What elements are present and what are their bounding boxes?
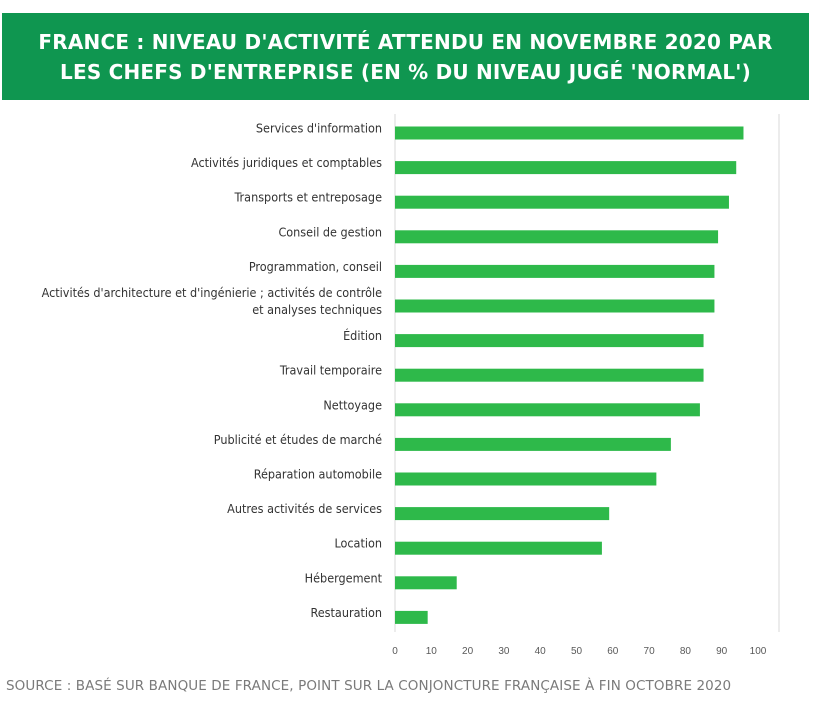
x-tick-label: 80 <box>680 646 692 657</box>
category-label: Activités juridiques et comptables <box>191 155 382 170</box>
bar <box>395 264 715 278</box>
category-label: Location <box>334 536 382 551</box>
bar <box>395 161 737 175</box>
x-tick-label: 40 <box>535 646 547 657</box>
bar <box>395 541 602 555</box>
bar <box>395 230 719 244</box>
chart-title-line-1: FRANCE : NIVEAU D'ACTIVITÉ ATTENDU EN NO… <box>38 29 773 54</box>
category-label: Travail temporaire <box>279 363 382 378</box>
category-label: et analyses techniques <box>252 302 382 317</box>
bar <box>395 507 610 521</box>
bar <box>395 437 671 451</box>
category-label: Réparation automobile <box>254 467 382 482</box>
x-tick-label: 100 <box>750 646 767 657</box>
category-label: Transports et entreposage <box>234 190 383 205</box>
category-label: Services d'information <box>256 121 382 136</box>
x-tick-label: 70 <box>644 646 656 657</box>
x-tick-label: 90 <box>716 646 728 657</box>
category-label: Activités d'architecture et d'ingénierie… <box>42 285 382 300</box>
category-label: Nettoyage <box>323 397 382 412</box>
chart-title-line-2: LES CHEFS D'ENTREPRISE (EN % DU NIVEAU J… <box>60 59 751 84</box>
chart-title-banner: FRANCE : NIVEAU D'ACTIVITÉ ATTENDU EN NO… <box>2 13 809 100</box>
bar <box>395 334 704 348</box>
x-tick-label: 60 <box>607 646 619 657</box>
category-label: Conseil de gestion <box>278 224 382 239</box>
bar <box>395 472 657 486</box>
source-note: SOURCE : BASÉ SUR BANQUE DE FRANCE, POIN… <box>6 678 732 694</box>
category-label: Restauration <box>310 605 382 620</box>
bar <box>395 126 744 140</box>
bar-chart: Services d'information Activités juridiqu… <box>42 114 780 657</box>
category-label: Hébergement <box>305 570 383 585</box>
bar <box>395 576 457 590</box>
bar <box>395 610 428 624</box>
x-tick-label: 0 <box>392 646 398 657</box>
category-label: Programmation, conseil <box>249 259 382 274</box>
bar <box>395 195 729 209</box>
bar <box>395 403 700 417</box>
chart-area: Services d'information Activités juridiqu… <box>0 100 813 660</box>
category-label: Édition <box>343 328 382 343</box>
x-tick-label: 20 <box>462 646 474 657</box>
bar <box>395 299 715 313</box>
category-label: Autres activités de services <box>227 501 382 516</box>
x-tick-label: 50 <box>571 646 583 657</box>
bar <box>395 368 704 382</box>
x-tick-label: 10 <box>426 646 438 657</box>
category-label: Publicité et études de marché <box>214 432 382 447</box>
x-tick-label: 30 <box>498 646 510 657</box>
